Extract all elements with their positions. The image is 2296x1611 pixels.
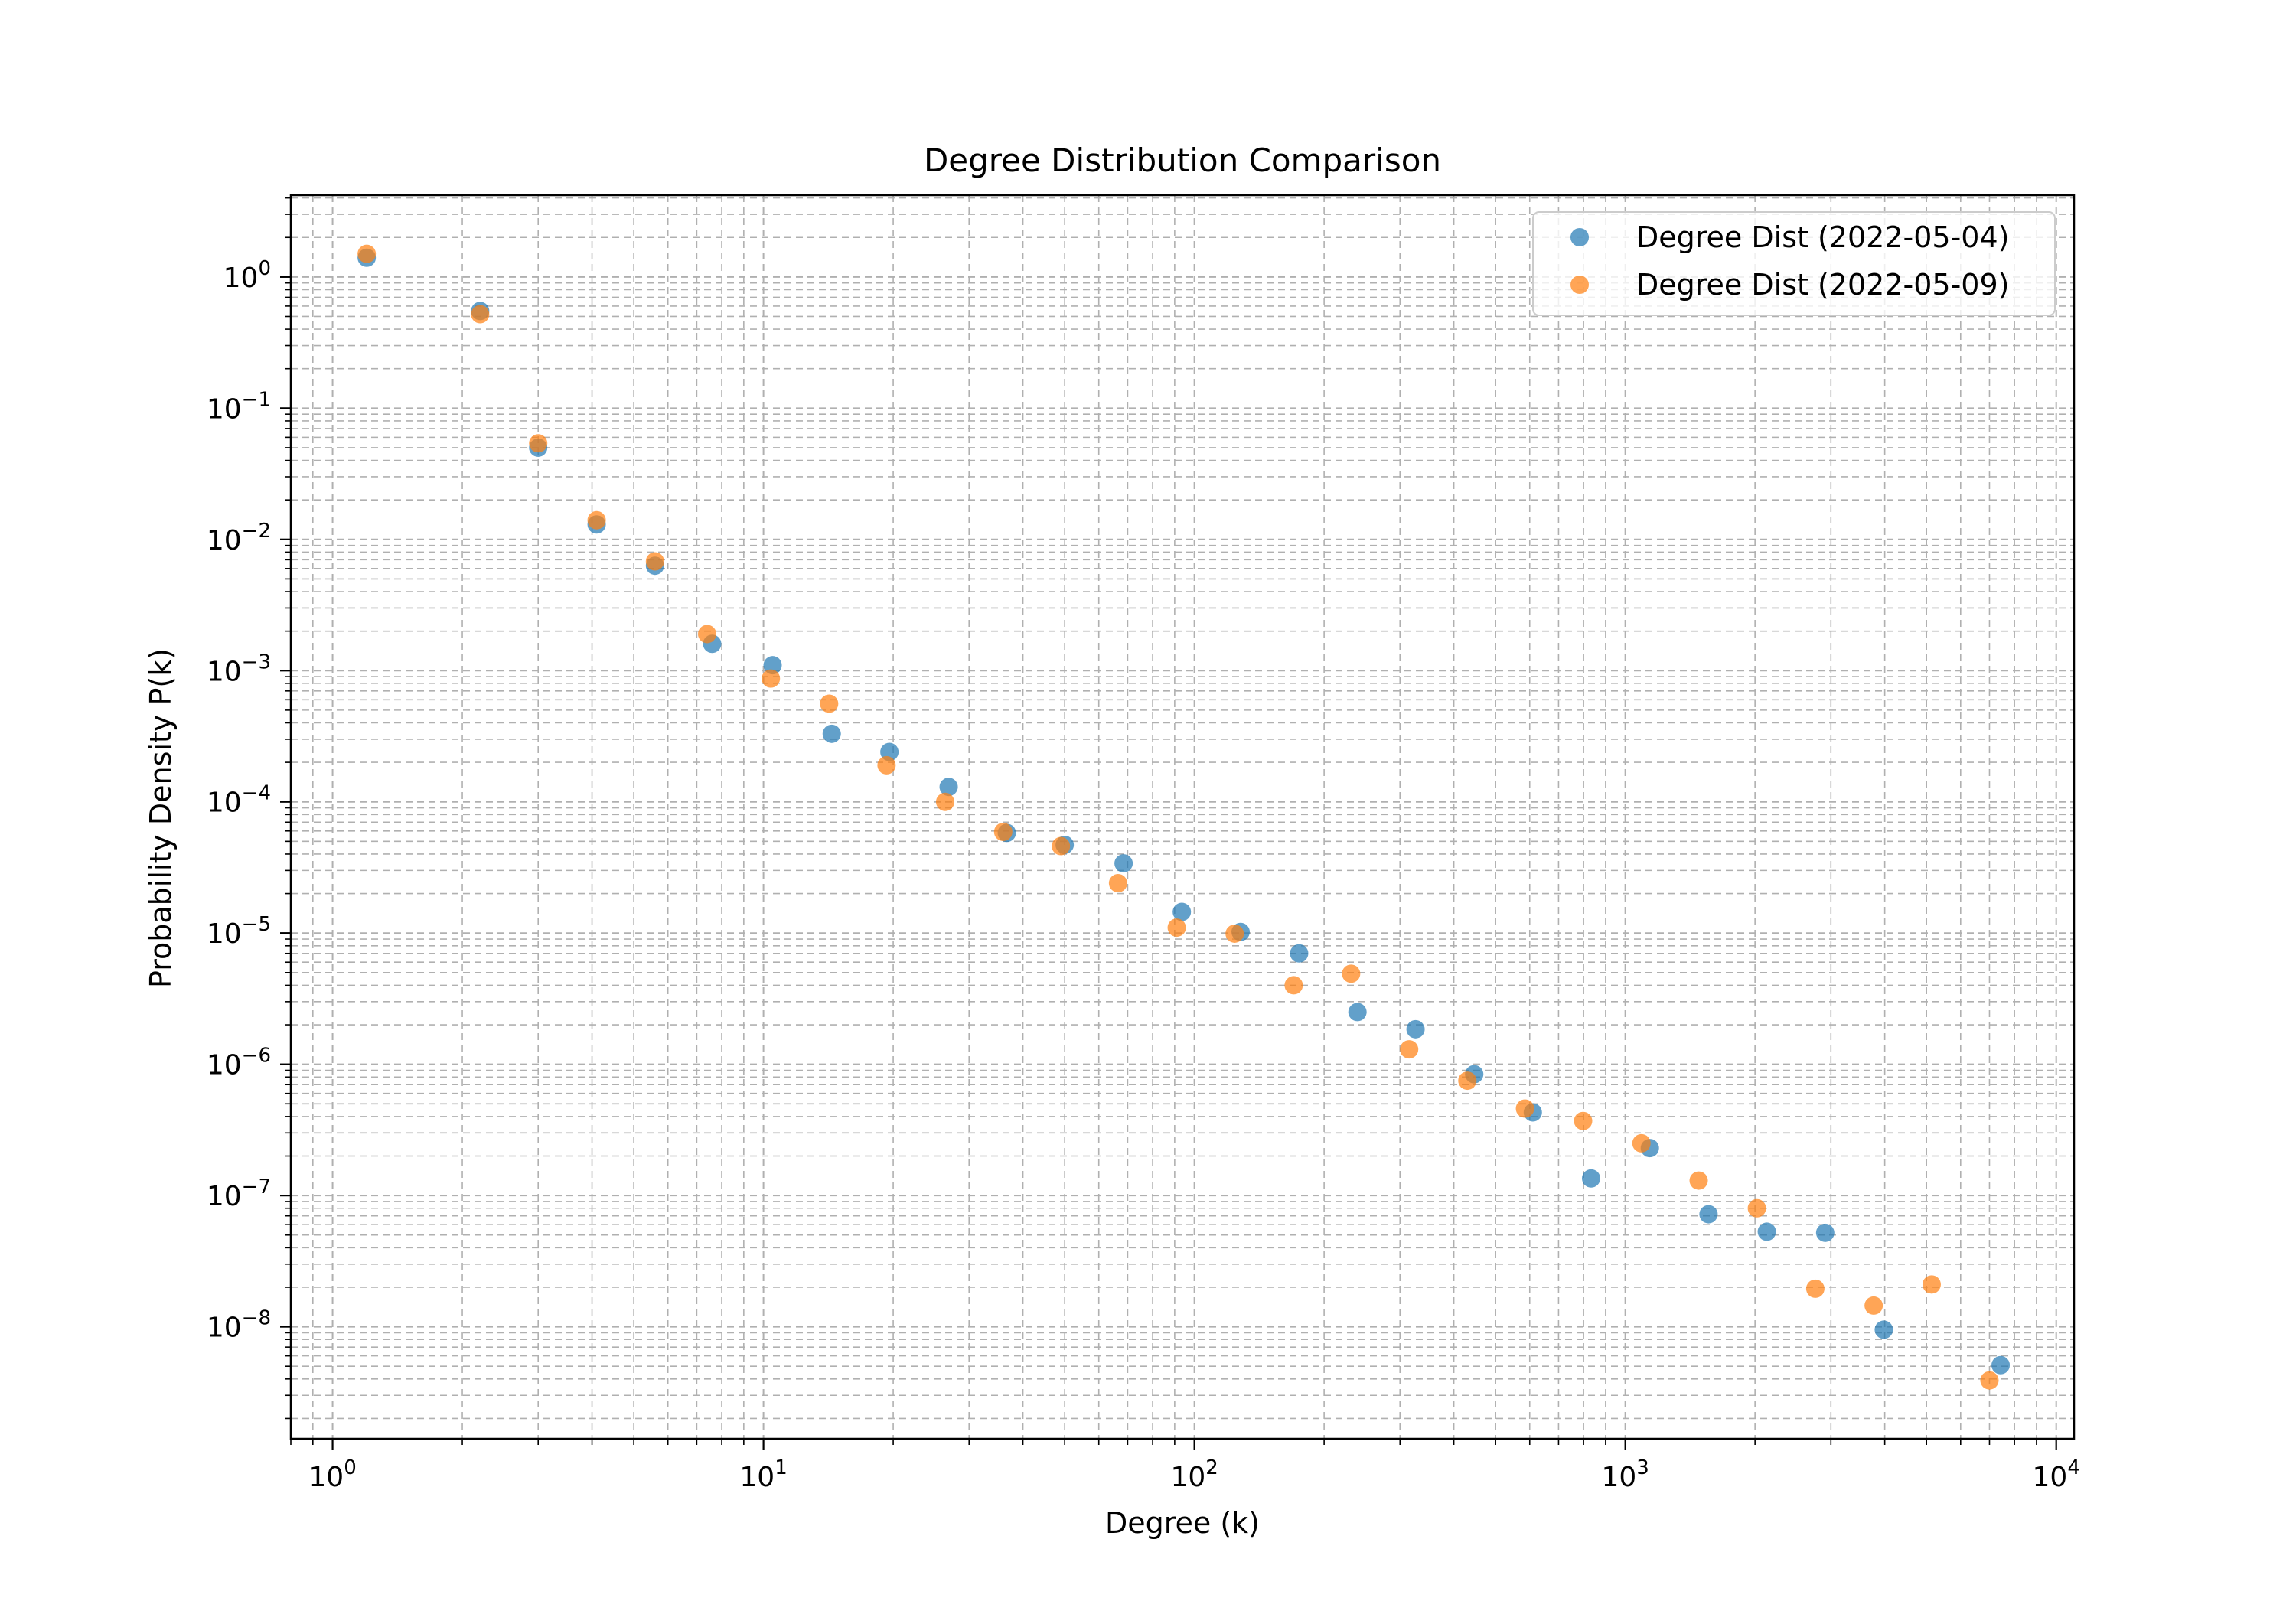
series-2-point bbox=[1574, 1111, 1593, 1130]
y-axis-label: Probability Density P(k) bbox=[144, 648, 178, 988]
legend-box bbox=[1532, 211, 2056, 316]
x-axis-label: Degree (k) bbox=[1105, 1506, 1260, 1540]
series-1-point bbox=[1699, 1205, 1718, 1224]
series-1-point bbox=[1114, 854, 1133, 873]
series-2-point bbox=[1052, 836, 1071, 856]
y-tick-label-base: 10 bbox=[207, 788, 242, 819]
x-tick-label: 100 bbox=[308, 1456, 356, 1493]
series-1-point bbox=[1581, 1169, 1600, 1188]
series-2-point bbox=[762, 669, 781, 688]
series-2-point bbox=[820, 694, 839, 713]
series-2-point bbox=[529, 434, 548, 453]
y-tick-label-exponent: −2 bbox=[242, 520, 271, 543]
y-tick-label: 10−7 bbox=[207, 1176, 271, 1212]
y-tick-label: 10−4 bbox=[207, 782, 271, 819]
y-tick-label: 10−8 bbox=[207, 1307, 271, 1344]
x-tick-label-exponent: 4 bbox=[2067, 1456, 2080, 1479]
x-tick-label-exponent: 1 bbox=[775, 1456, 788, 1479]
grid-lines bbox=[290, 195, 2074, 1439]
series-2-point bbox=[1980, 1371, 1999, 1390]
data-points bbox=[357, 244, 2011, 1390]
y-tick-label-exponent: −4 bbox=[242, 782, 271, 805]
x-tick-label-base: 10 bbox=[739, 1462, 775, 1493]
series-2-point bbox=[357, 244, 377, 263]
series-1-point bbox=[1991, 1355, 2011, 1375]
series-1-point bbox=[1290, 944, 1309, 963]
series-2-point bbox=[1458, 1071, 1477, 1091]
series-1-point bbox=[1815, 1223, 1835, 1242]
y-tick-label-exponent: −1 bbox=[242, 388, 271, 411]
y-tick-label-exponent: 0 bbox=[258, 257, 271, 280]
chart-title: Degree Distribution Comparison bbox=[924, 142, 1441, 179]
series-2-point bbox=[1632, 1133, 1651, 1153]
x-tick-label: 102 bbox=[1170, 1456, 1218, 1493]
axis-ticks: 100 101 102 103 10410−810−710−610−510−410−31… bbox=[207, 197, 2080, 1493]
x-tick-label: 103 bbox=[1601, 1456, 1649, 1493]
y-tick-label-base: 10 bbox=[207, 656, 242, 687]
x-tick-label-exponent: 2 bbox=[1205, 1456, 1218, 1479]
series-2-point bbox=[1922, 1275, 1941, 1294]
series-2-point bbox=[1167, 918, 1186, 938]
series-2-point bbox=[1805, 1279, 1825, 1298]
series-1-point bbox=[822, 724, 841, 743]
y-tick-label-exponent: −3 bbox=[242, 651, 271, 673]
series-1-point bbox=[1874, 1320, 1893, 1339]
series-1-point bbox=[939, 778, 958, 797]
series-1-point bbox=[763, 656, 782, 675]
y-tick-label-exponent: −5 bbox=[242, 913, 271, 936]
x-tick-label-base: 10 bbox=[308, 1462, 344, 1493]
legend-label-series-1: Degree Dist (2022-05-04) bbox=[1636, 220, 2009, 254]
y-tick-label-exponent: −6 bbox=[242, 1045, 271, 1068]
legend-marker-series-1 bbox=[1570, 228, 1589, 246]
x-tick-label-base: 10 bbox=[1170, 1462, 1205, 1493]
y-tick-label: 10−6 bbox=[207, 1045, 271, 1081]
legend-marker-series-2 bbox=[1570, 276, 1589, 294]
y-tick-label: 100 bbox=[223, 257, 271, 294]
y-tick-label-base: 10 bbox=[207, 393, 242, 425]
series-1-point bbox=[1406, 1019, 1425, 1039]
series-2-point bbox=[1747, 1198, 1766, 1218]
plot-area-frame bbox=[289, 194, 2076, 1440]
series-1-point bbox=[1757, 1222, 1776, 1241]
x-tick-label-exponent: 0 bbox=[344, 1456, 357, 1479]
series-1-point bbox=[1172, 902, 1192, 921]
series-2-point bbox=[1225, 924, 1244, 943]
series-1-point bbox=[1348, 1003, 1367, 1022]
y-tick-label: 10−2 bbox=[207, 520, 271, 556]
series-2-point bbox=[1515, 1099, 1534, 1118]
series-2-point bbox=[1864, 1296, 1883, 1315]
y-tick-label: 10−1 bbox=[207, 388, 271, 425]
y-tick-label: 10−3 bbox=[207, 651, 271, 687]
series-2-point bbox=[1284, 976, 1303, 995]
series-2-point bbox=[645, 552, 664, 571]
x-tick-label-base: 10 bbox=[2033, 1462, 2068, 1493]
y-tick-label-base: 10 bbox=[207, 1313, 242, 1344]
series-2-point bbox=[1108, 874, 1127, 893]
x-tick-label: 104 bbox=[2033, 1456, 2080, 1493]
y-tick-label-exponent: −8 bbox=[242, 1307, 271, 1330]
series-2-point bbox=[993, 823, 1013, 842]
series-2-point bbox=[697, 625, 716, 644]
y-tick-label-base: 10 bbox=[223, 263, 259, 294]
y-tick-label-base: 10 bbox=[207, 1181, 242, 1212]
x-tick-label: 101 bbox=[739, 1456, 787, 1493]
legend-label-series-2: Degree Dist (2022-05-09) bbox=[1636, 268, 2009, 302]
y-tick-label-base: 10 bbox=[207, 525, 242, 556]
series-2-point bbox=[877, 755, 896, 775]
legend: Degree Dist (2022-05-04) Degree Dist (20… bbox=[1532, 211, 2056, 316]
series-2-point bbox=[935, 792, 954, 811]
x-tick-label-base: 10 bbox=[1601, 1462, 1636, 1493]
y-tick-label: 10−5 bbox=[207, 913, 271, 950]
y-tick-label-exponent: −7 bbox=[242, 1176, 271, 1198]
series-2-point bbox=[1342, 964, 1361, 983]
y-tick-label-base: 10 bbox=[207, 1050, 242, 1081]
series-2-point bbox=[1400, 1040, 1419, 1059]
series-2-point bbox=[471, 305, 490, 324]
series-2-point bbox=[587, 510, 606, 530]
series-2-point bbox=[1689, 1171, 1708, 1190]
x-tick-label-exponent: 3 bbox=[1636, 1456, 1649, 1479]
y-tick-label-base: 10 bbox=[207, 918, 242, 950]
